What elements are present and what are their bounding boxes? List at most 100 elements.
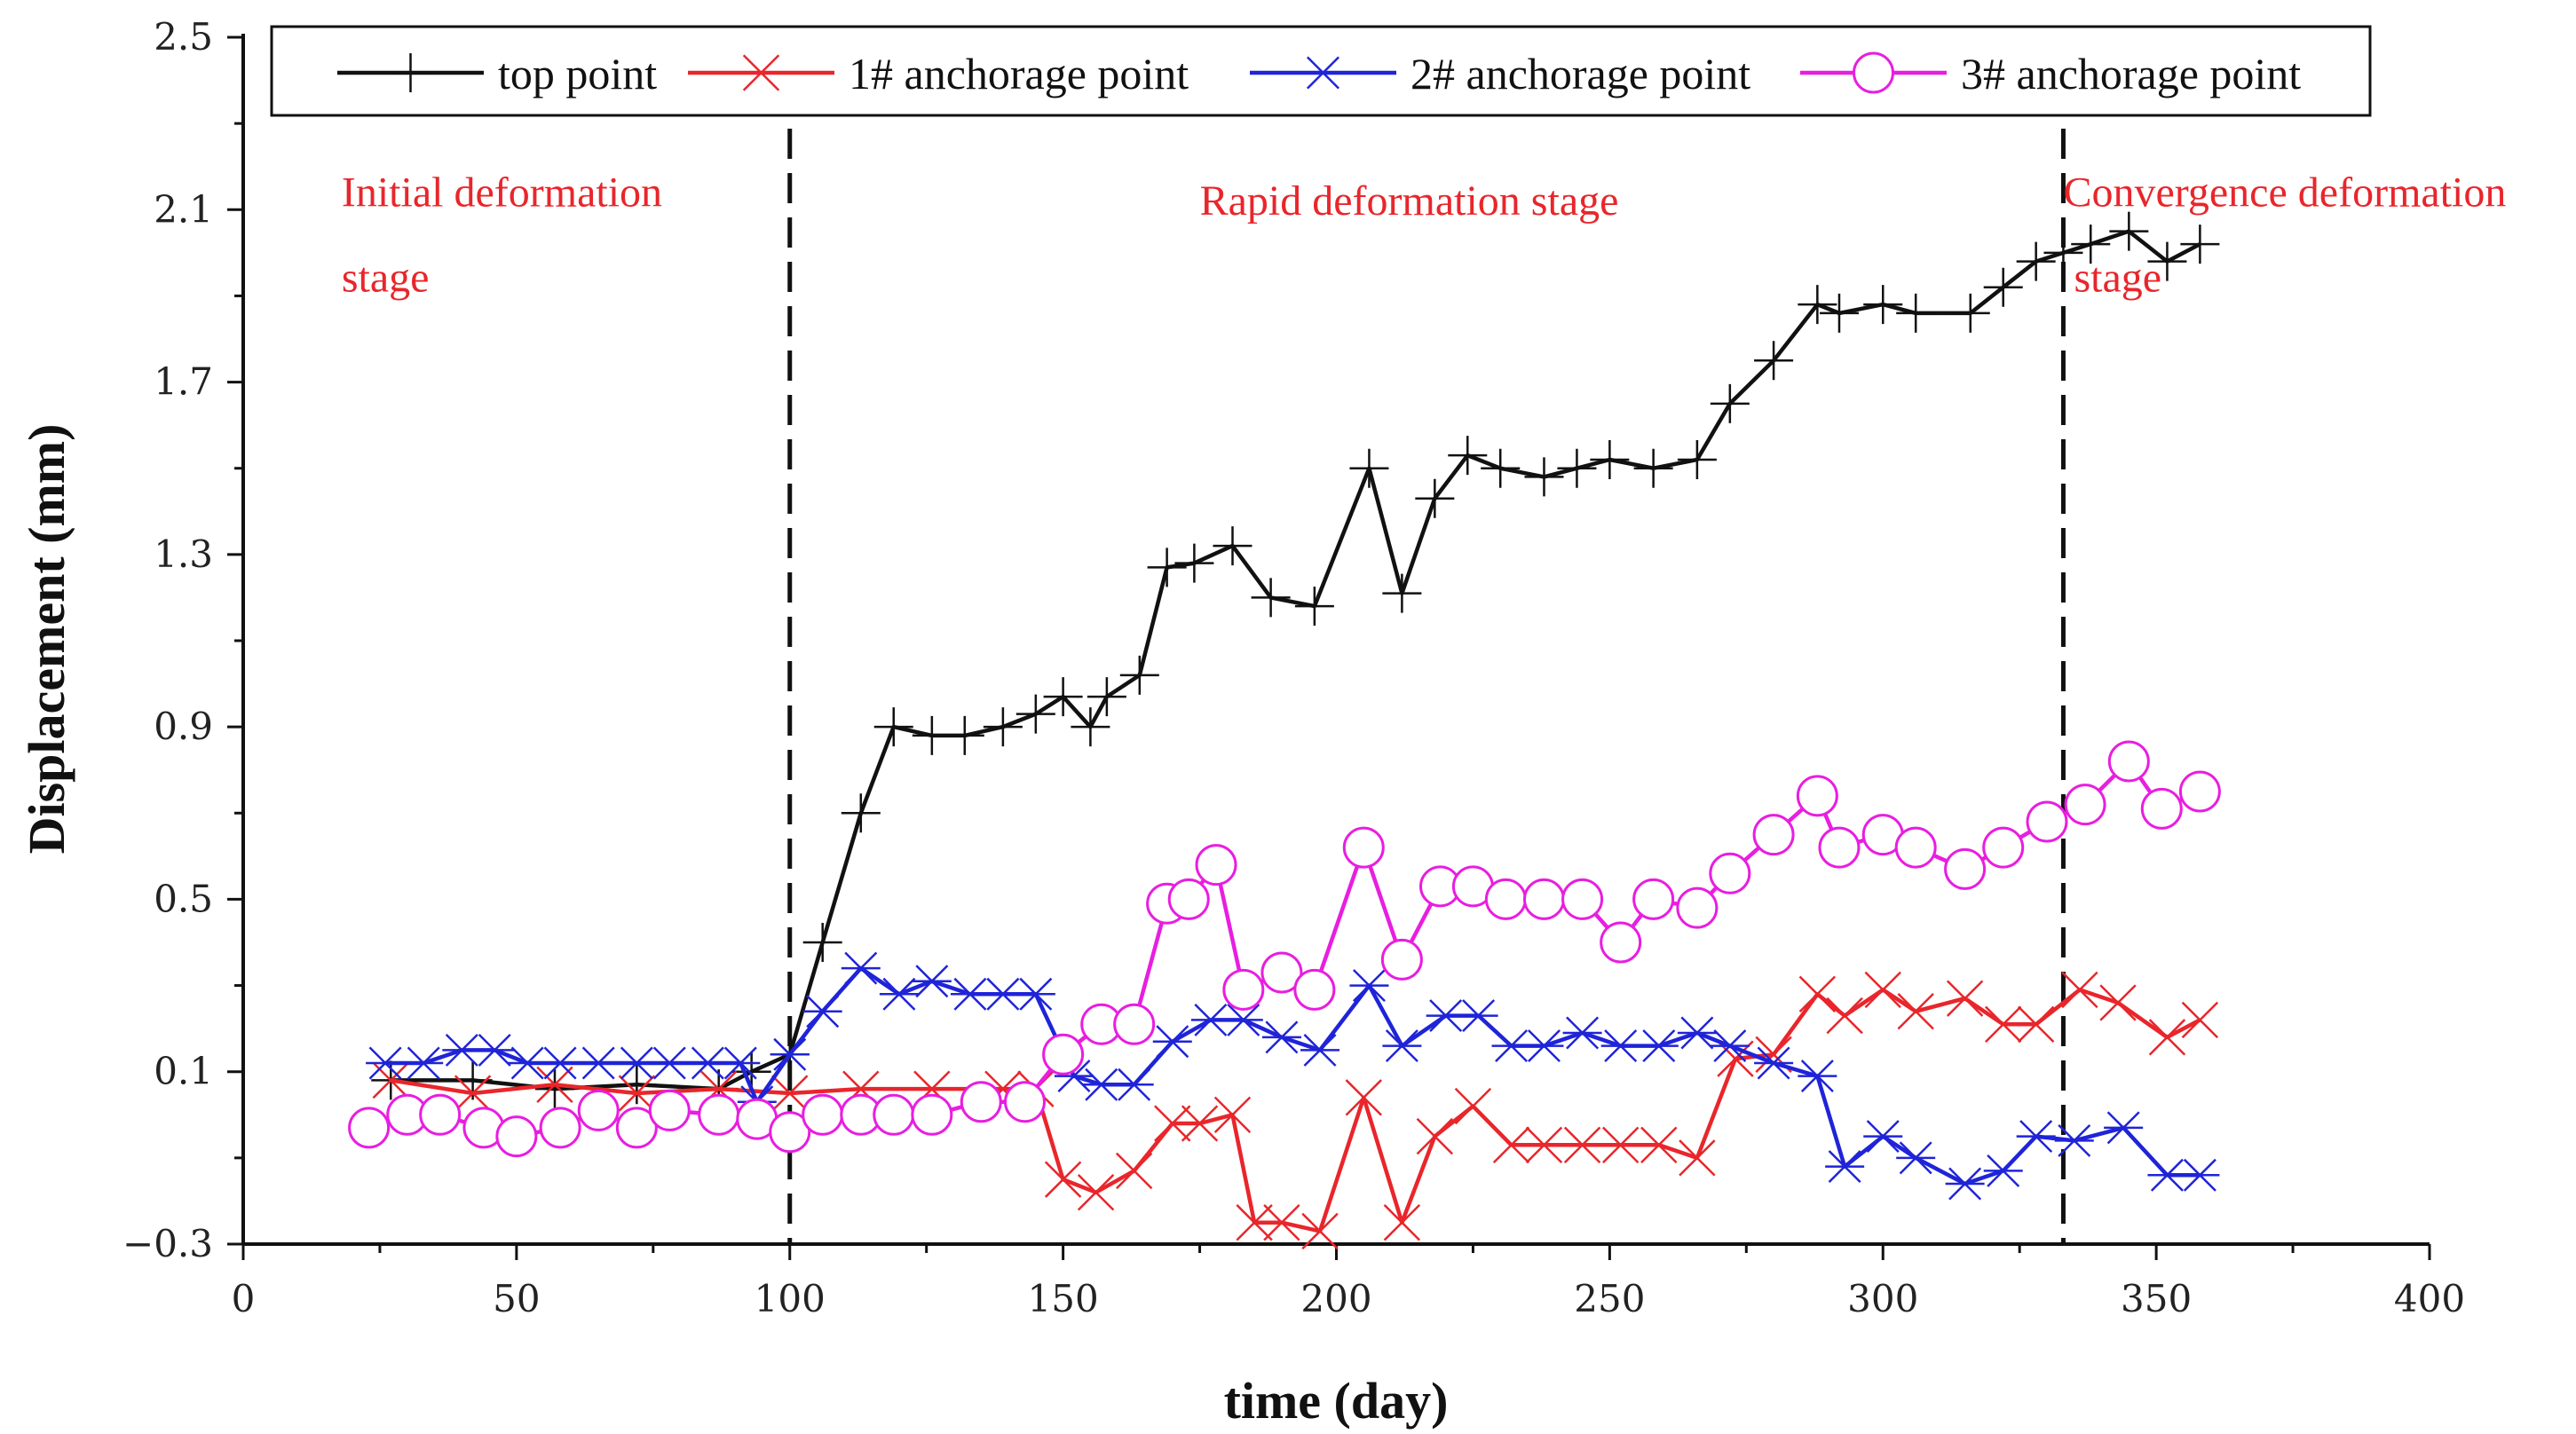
data-point: [802, 1093, 844, 1136]
data-point: [1042, 1033, 1085, 1076]
data-point: [1081, 1068, 1121, 1101]
data-point: [1458, 999, 1498, 1033]
data-point: [1590, 440, 1630, 479]
stage-annotation-text: Initial deformation: [342, 169, 662, 216]
data-point: [879, 977, 919, 1011]
data-point: [2109, 211, 2149, 251]
data-point: [1263, 1204, 1300, 1241]
data-point: [1946, 980, 1984, 1017]
y-tick-label: 0.9: [154, 705, 213, 748]
legend-item: 1# anchorage point: [688, 49, 1189, 98]
data-point: [1190, 1003, 1230, 1036]
data-point: [2140, 787, 2183, 830]
data-point: [1349, 969, 1389, 1003]
data-point: [1600, 921, 1642, 964]
data-point: [454, 1075, 492, 1112]
data-point: [1213, 526, 1252, 566]
data-point: [615, 1107, 658, 1149]
x-tick-label: 50: [493, 1277, 540, 1320]
data-point: [2180, 225, 2220, 264]
data-point: [1798, 285, 1837, 325]
data-point: [1896, 1141, 1936, 1175]
data-point: [1640, 1126, 1678, 1163]
data-point: [1300, 1033, 1340, 1067]
legend-marker: [1853, 51, 1894, 94]
data-point: [2107, 740, 2150, 783]
data-point: [769, 1111, 811, 1154]
x-tick-label: 0: [232, 1277, 256, 1320]
data-point: [617, 1046, 657, 1080]
data-point: [688, 1046, 728, 1080]
data-point: [1983, 267, 2023, 307]
data-point: [1896, 293, 1936, 333]
data-point: [1301, 1212, 1339, 1250]
data-point: [1717, 1040, 1754, 1077]
data-point: [944, 715, 984, 755]
data-point: [1950, 293, 1990, 333]
data-point: [1524, 1029, 1564, 1063]
data-point: [873, 707, 913, 747]
data-point: [2071, 225, 2111, 264]
data-point: [2016, 241, 2056, 281]
data-point: [1152, 1025, 1192, 1059]
legend-marker: [742, 54, 780, 91]
data-point: [802, 995, 842, 1028]
data-point: [1944, 847, 1987, 890]
data-point: [1983, 1154, 2023, 1187]
plot-area: 0 50 100 150 200 250 300 350 400 −0.3 0.1 0.5 0.9 1.3…: [122, 15, 2506, 1320]
data-point: [1044, 1161, 1082, 1198]
data-point: [1945, 1167, 1985, 1201]
stage-annotation-text: stage: [342, 254, 430, 301]
data-point: [1147, 548, 1187, 587]
data-point: [1223, 1003, 1263, 1036]
data-point: [1236, 1204, 1273, 1241]
data-point: [495, 1115, 538, 1158]
data-point: [2104, 1111, 2144, 1145]
legend-label: 2# anchorage point: [1410, 49, 1750, 98]
data-point: [1213, 1096, 1252, 1133]
data-point: [983, 977, 1023, 1011]
data-point: [1484, 878, 1527, 920]
data-point: [541, 1046, 581, 1080]
data-point: [1174, 543, 1214, 583]
data-point: [1752, 814, 1795, 856]
data-point: [1415, 478, 1455, 518]
data-point: [950, 977, 990, 1011]
data-point: [1563, 1126, 1601, 1163]
data-point: [579, 1046, 619, 1080]
data-point: [1195, 844, 1237, 886]
data-point: [1677, 1016, 1717, 1050]
data-point: [1864, 971, 1901, 1009]
data-point: [1383, 1204, 1421, 1241]
data-point: [911, 1093, 953, 1136]
data-point: [348, 1107, 391, 1149]
stage-annotations: Initial deformation stage Rapid deformatio…: [342, 169, 2507, 301]
data-point: [1863, 1120, 1903, 1154]
data-point: [1826, 997, 1863, 1035]
axis-ticks: 0 50 100 150 200 250 300 350 400 −0.3 0.1 0.5 0.9 1.3…: [122, 15, 2465, 1320]
data-point: [1222, 968, 1265, 1011]
data-point: [1600, 1029, 1640, 1063]
legend: top point 1# anchorage point 2# anchorage …: [270, 25, 2372, 117]
x-axis-title: time (day): [1224, 1372, 1449, 1430]
data-point: [1345, 1079, 1382, 1116]
data-point: [1492, 1126, 1530, 1163]
data-point: [1798, 1060, 1837, 1093]
y-tick-label: 2.5: [154, 15, 213, 59]
data-point: [1416, 1117, 1454, 1155]
data-point: [1380, 938, 1423, 981]
legend-item: 3# anchorage point: [1800, 49, 2301, 98]
data-point: [366, 1046, 406, 1080]
data-point: [2064, 784, 2106, 826]
data-point: [1557, 448, 1597, 488]
data-point: [1679, 1139, 1716, 1177]
y-axis-title: Displacement (mm): [18, 424, 75, 855]
data-point: [1382, 573, 1422, 613]
data-point: [475, 1033, 515, 1067]
data-point: [1251, 578, 1291, 618]
data-point: [1043, 677, 1083, 717]
data-point: [841, 793, 881, 833]
data-point: [1798, 975, 1837, 1012]
data-point: [1293, 968, 1336, 1011]
data-point: [1863, 285, 1903, 325]
